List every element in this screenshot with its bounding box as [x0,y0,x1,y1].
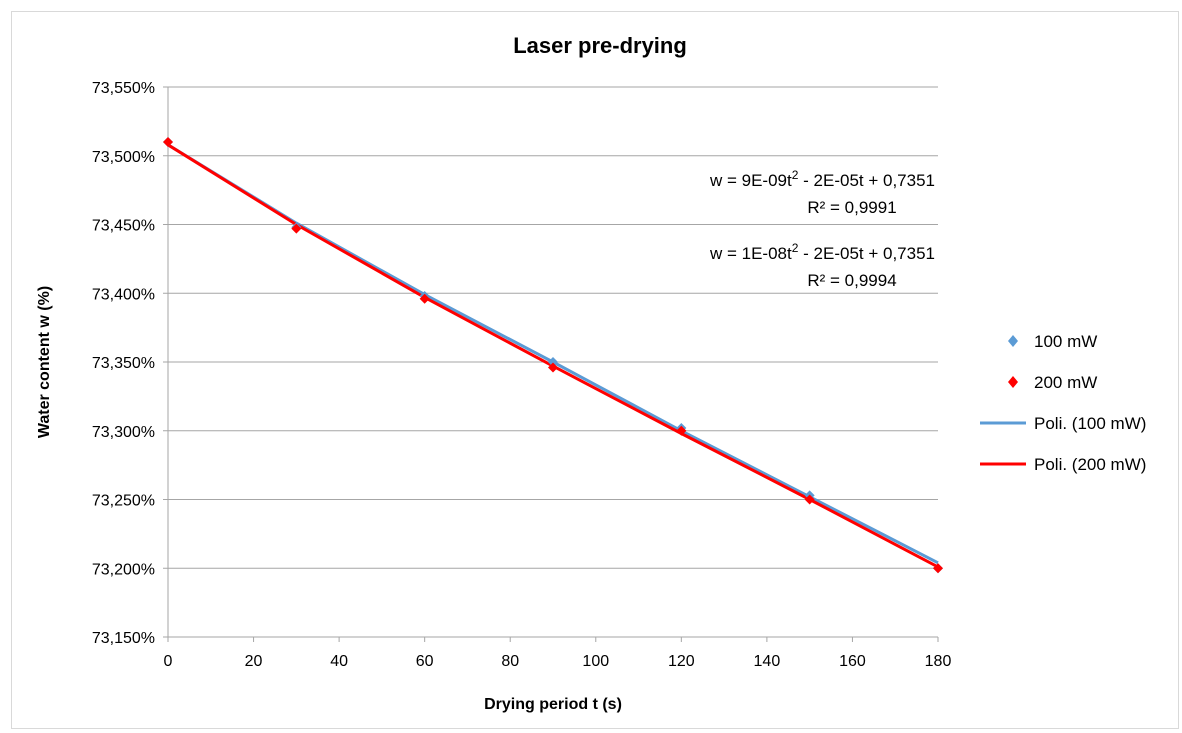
y-tick-label: 73,550% [92,80,155,97]
x-tick-label: 80 [501,653,519,670]
legend-marker-100mw [1008,335,1018,347]
legend-label-poli-200mw: Poli. (200 mW) [1034,455,1146,474]
point-200-mw [804,494,815,505]
chart-title: Laser pre-drying [513,33,687,58]
legend: 100 mW 200 mW Poli. (100 mW) Poli. (200 … [980,332,1146,474]
x-axis-ticks: 0 20 40 60 80 100 120 140 160 180 [164,637,952,670]
y-axis-label: Water content w (%) [36,286,53,438]
x-tick-label: 40 [330,653,348,670]
y-tick-label: 73,400% [92,286,155,303]
point-200-mw [419,293,430,304]
legend-label-100mw: 100 mW [1034,332,1097,351]
x-tick-label: 20 [245,653,263,670]
x-tick-label: 0 [164,653,173,670]
legend-label-200mw: 200 mW [1034,373,1097,392]
x-tick-label: 60 [416,653,434,670]
legend-marker-200mw [1008,376,1018,388]
y-tick-label: 73,250% [92,493,155,510]
y-tick-label: 73,450% [92,218,155,235]
equation-100mw: w = 9E-09t2 - 2E-05t + 0,7351 [709,168,935,190]
x-tick-label: 160 [839,653,866,670]
point-100-mw [548,357,558,367]
x-tick-label: 180 [925,653,952,670]
gridlines [168,86,938,569]
y-tick-label: 73,500% [92,149,155,166]
legend-label-poli-100mw: Poli. (100 mW) [1034,414,1146,433]
point-200-mw [548,362,558,373]
x-tick-label: 120 [668,653,695,670]
x-tick-label: 100 [582,653,609,670]
chart-frame [11,11,1179,729]
y-tick-label: 73,200% [92,561,155,578]
x-axis-label: Drying period t (s) [484,696,622,713]
trendline-equations: w = 9E-09t2 - 2E-05t + 0,7351 R² = 0,999… [709,168,935,290]
point-200-mw [676,425,687,436]
y-tick-label: 73,350% [92,355,155,372]
x-tick-label: 140 [754,653,781,670]
y-axis-ticks: 73,150% 73,200% 73,250% 73,300% 73,350% 73,40… [92,80,168,647]
y-tick-label: 73,300% [92,424,155,441]
point-200-mw [291,223,302,234]
data-points [163,137,943,574]
r2-100mw: R² = 0,9991 [807,198,896,217]
equation-200mw: w = 1E-08t2 - 2E-05t + 0,7351 [709,241,935,263]
r2-200mw: R² = 0,9994 [807,271,896,290]
y-tick-label: 73,150% [92,630,155,647]
point-200-mw [163,137,173,147]
point-200-mw [933,563,943,574]
